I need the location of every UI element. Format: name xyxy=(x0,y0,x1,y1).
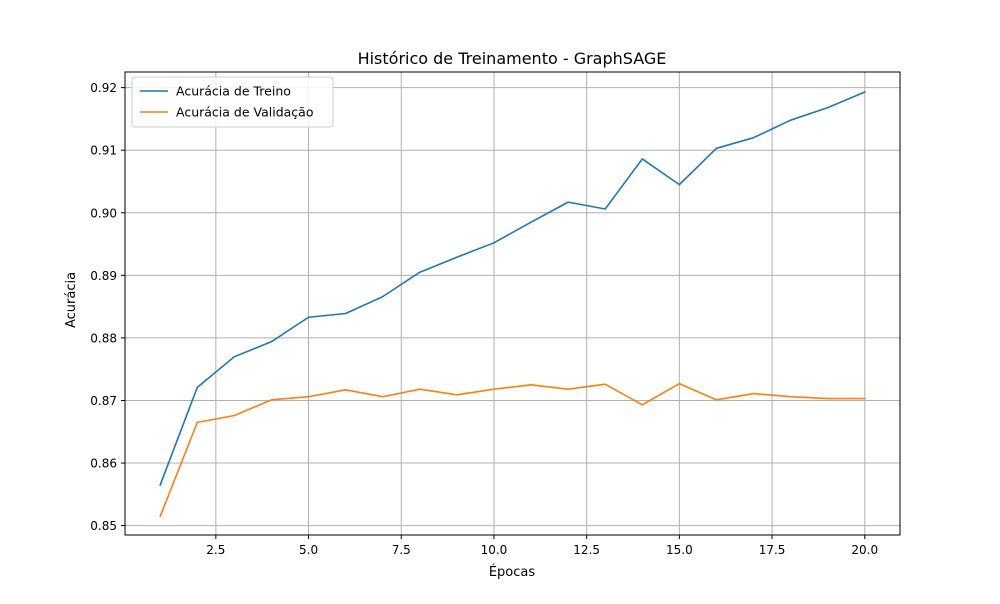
legend-box xyxy=(131,76,334,128)
x-tick-label: 20.0 xyxy=(851,543,878,557)
y-tick-label: 0.92 xyxy=(90,81,117,95)
legend-label: Acurácia de Treino xyxy=(176,84,291,99)
x-tick-label: 17.5 xyxy=(759,543,786,557)
x-tick-label: 5.0 xyxy=(299,543,318,557)
legend-label: Acurácia de Validação xyxy=(176,105,313,120)
chart-title: Histórico de Treinamento - GraphSAGE xyxy=(358,49,667,68)
axis-ticks: 2.5 5.0 7.5 10.0 12.5 15.0 17.5 20.0 0.85 0.86 0.8… xyxy=(90,81,878,557)
series-lines xyxy=(159,90,866,518)
y-tick-label: 0.88 xyxy=(90,331,117,345)
y-tick-label: 0.87 xyxy=(90,394,117,408)
x-tick-label: 7.5 xyxy=(392,543,411,557)
legend: Acurácia de Treino Acurácia de Validação xyxy=(131,76,334,128)
validation-accuracy-line xyxy=(159,382,866,518)
y-tick-label: 0.86 xyxy=(90,457,117,471)
grid-lines xyxy=(125,72,900,535)
y-axis-label: Acurácia xyxy=(64,272,79,328)
x-tick-label: 15.0 xyxy=(666,543,693,557)
x-tick-label: 12.5 xyxy=(573,543,600,557)
x-tick-label: 10.0 xyxy=(481,543,508,557)
y-tick-label: 0.90 xyxy=(90,206,117,220)
y-tick-label: 0.89 xyxy=(90,269,117,283)
y-tick-label: 0.85 xyxy=(90,519,117,533)
x-tick-label: 2.5 xyxy=(206,543,225,557)
y-tick-label: 0.91 xyxy=(90,144,117,158)
x-axis-label: Épocas xyxy=(489,564,536,580)
train-accuracy-line xyxy=(159,90,866,486)
plot-area-frame xyxy=(124,71,901,536)
